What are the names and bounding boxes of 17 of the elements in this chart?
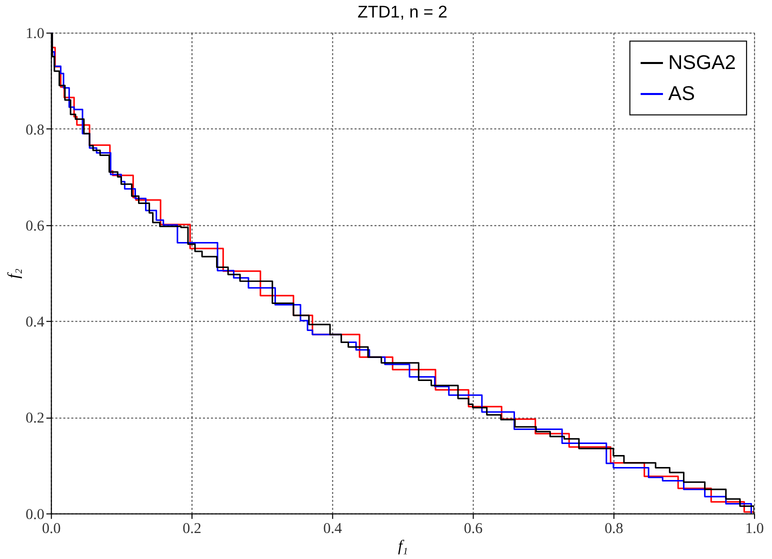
- x-tick-label: 0.6: [464, 520, 484, 537]
- y-axis-title: f₂: [6, 268, 23, 278]
- x-tick-label: 0.2: [182, 520, 202, 537]
- y-tick-label: 0.6: [26, 218, 45, 234]
- x-tick-label: 1.0: [745, 520, 764, 537]
- x-tick-label: 0.0: [42, 520, 61, 537]
- legend-label: AS: [668, 82, 695, 105]
- x-axis-title: f₁: [398, 538, 408, 555]
- legend-label: NSGA2: [668, 52, 736, 74]
- chart-title: ZTD1, n = 2: [358, 2, 448, 22]
- y-tick-label: 0.2: [26, 410, 44, 427]
- x-tick-label: 0.4: [323, 520, 342, 537]
- y-tick-label: 0.0: [26, 506, 44, 523]
- y-tick-label: 1.0: [26, 26, 44, 42]
- y-tick-label: 0.4: [26, 314, 45, 331]
- x-tick-label: 0.8: [604, 520, 624, 537]
- y-tick-label: 0.8: [26, 122, 44, 138]
